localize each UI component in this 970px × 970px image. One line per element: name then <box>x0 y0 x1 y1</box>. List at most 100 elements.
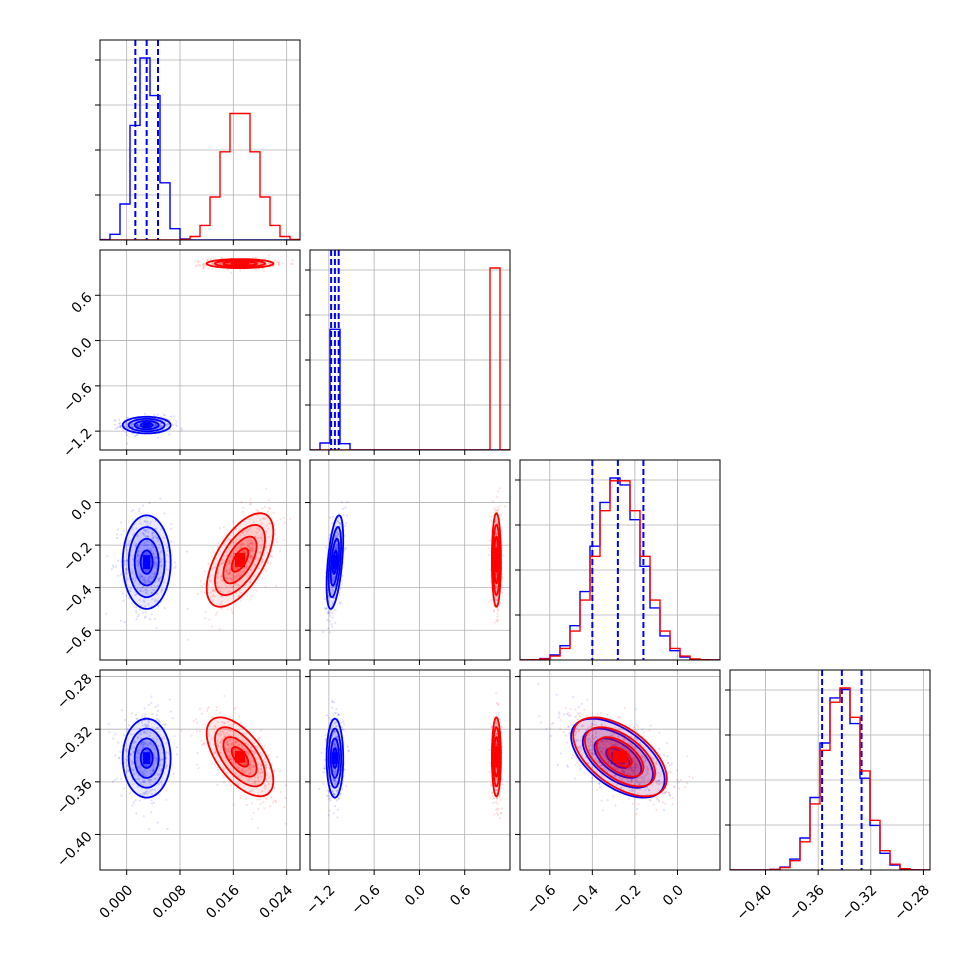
scatter-point <box>335 790 338 793</box>
scatter-point <box>144 791 147 794</box>
scatter-point <box>139 522 142 525</box>
scatter-point <box>150 779 153 782</box>
scatter-point <box>148 781 151 784</box>
scatter-point <box>211 625 214 628</box>
x-tick-label-p0: 0.000 <box>97 882 137 922</box>
scatter-point <box>252 542 255 545</box>
scatter-point <box>243 570 246 573</box>
scatter-point <box>252 765 255 769</box>
scatter-point <box>337 796 340 799</box>
scatter-point <box>229 738 232 742</box>
scatter-point <box>326 612 330 615</box>
scatter-point <box>136 750 139 753</box>
scatter-point <box>576 739 579 742</box>
scatter-point <box>139 733 142 736</box>
histogram-p1-series-1 <box>310 267 510 450</box>
scatter-point <box>257 261 260 265</box>
scatter-point <box>334 621 337 624</box>
scatter-point <box>230 555 233 558</box>
scatter-point <box>146 535 149 538</box>
scatter-point <box>331 790 334 794</box>
scatter-point <box>218 527 221 530</box>
scatter-point <box>194 718 197 721</box>
scatter-point <box>235 538 238 541</box>
y-tick-label-p1: −0.6 <box>60 380 95 415</box>
scatter-point <box>334 744 337 747</box>
scatter-point <box>263 757 266 760</box>
scatter-point <box>261 507 264 510</box>
scatter-point <box>141 769 144 773</box>
panel-p2-p0: −0.6−0.4−0.20.0 <box>60 459 301 665</box>
scatter-point <box>153 572 156 575</box>
scatter-point <box>119 521 122 524</box>
scatter-point <box>161 589 164 592</box>
scatter-point <box>123 621 126 624</box>
scatter-point <box>229 556 233 559</box>
scatter-point <box>219 741 222 744</box>
scatter-point <box>326 794 329 797</box>
scatter-point <box>217 769 220 772</box>
panel-p1-p1 <box>305 249 511 455</box>
scatter-point <box>117 574 120 577</box>
scatter-point <box>499 798 502 801</box>
scatter-point <box>494 801 498 804</box>
scatter-point <box>278 769 282 773</box>
scatter-point <box>325 606 328 610</box>
scatter-point <box>151 771 154 774</box>
scatter-point <box>246 750 249 753</box>
scatter-point <box>496 807 499 811</box>
scatter-point <box>340 583 343 586</box>
scatter-point <box>219 734 222 737</box>
scatter-point <box>259 551 262 554</box>
scatter-point <box>158 763 162 766</box>
scatter-point <box>139 589 143 593</box>
scatter-point <box>275 261 278 264</box>
scatter-point <box>230 743 233 747</box>
y-tick-label-p2: −0.2 <box>60 539 95 574</box>
scatter-point <box>141 578 144 581</box>
contour-line <box>494 547 499 573</box>
scatter-point <box>135 542 138 545</box>
scatter-point <box>202 582 205 586</box>
scatter-point <box>259 519 262 522</box>
scatter-point <box>219 741 222 744</box>
scatter-point <box>95 422 97 424</box>
scatter-point <box>139 744 143 747</box>
scatter-point <box>143 742 146 745</box>
scatter-point <box>160 560 163 563</box>
scatter-point <box>140 575 143 578</box>
scatter-point <box>494 517 498 520</box>
scatter-point <box>149 731 152 735</box>
scatter-point <box>112 566 115 569</box>
scatter-point <box>324 758 327 761</box>
scatter-point <box>125 548 129 551</box>
scatter-point <box>236 764 239 767</box>
scatter-point <box>335 721 338 724</box>
scatter-point <box>497 703 500 707</box>
scatter-point <box>272 511 275 514</box>
scatter-point <box>336 519 339 523</box>
scatter-point <box>107 722 110 725</box>
scatter-point <box>161 758 164 761</box>
scatter-point <box>489 722 492 725</box>
scatter-point <box>220 721 224 724</box>
scatter-point <box>142 774 145 777</box>
scatter-point <box>124 422 128 425</box>
scatter-point <box>345 521 348 525</box>
scatter-point <box>139 737 143 740</box>
scatter-point <box>151 598 154 601</box>
scatter-point <box>175 420 178 423</box>
scatter-point <box>131 423 134 426</box>
scatter-point <box>241 767 244 771</box>
scatter-point <box>123 749 126 752</box>
scatter-point <box>153 788 156 791</box>
scatter-point <box>334 778 337 781</box>
scatter-point <box>148 580 151 584</box>
scatter-point <box>238 574 241 577</box>
scatter-point <box>166 751 170 754</box>
scatter-point <box>238 715 241 718</box>
scatter-point <box>196 264 199 267</box>
scatter-point <box>154 423 157 426</box>
scatter-point <box>146 535 149 539</box>
density-peak <box>235 750 245 763</box>
